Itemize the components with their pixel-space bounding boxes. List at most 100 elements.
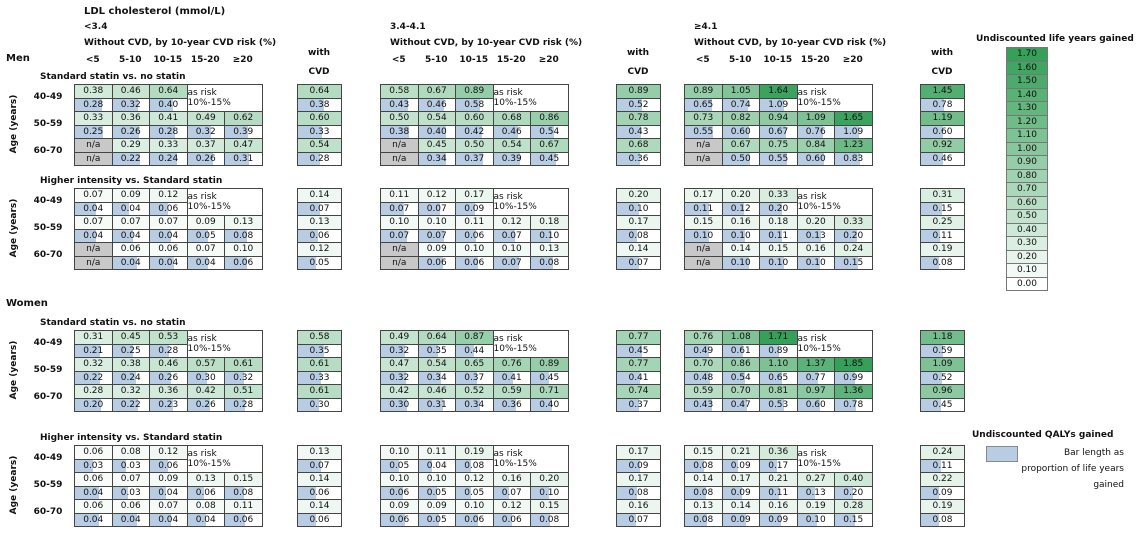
table-cell: 0.09 [186, 215, 225, 230]
table-cell: 0.20 [834, 228, 873, 243]
table-cell: 0.15 [759, 242, 798, 257]
table-cell: 0.08 [684, 512, 723, 527]
table-cell: 0.08 [616, 228, 661, 243]
qaly-bar [298, 371, 322, 384]
cell-value: 0.59 [693, 386, 714, 397]
qaly-bar [112, 486, 129, 499]
cell-value: 0.42 [464, 126, 485, 137]
qaly-bar [685, 513, 708, 526]
age-label: 50-59 [33, 222, 63, 233]
cell-value: 0.89 [628, 86, 649, 97]
qaly-bar [685, 344, 709, 357]
qaly-bar [921, 344, 943, 357]
table-cell: 0.60 [721, 124, 760, 139]
table-cell: 0.77 [796, 370, 835, 385]
cell-value: 0.59 [501, 386, 522, 397]
legend-value: 1.70 [1016, 49, 1038, 60]
cell-value: 0.15 [843, 257, 864, 268]
qaly-bar [617, 229, 638, 242]
cell-value: 0.06 [309, 487, 330, 498]
cell-value: n/a [86, 153, 101, 164]
qaly-bar [617, 125, 641, 138]
cell-value: 0.06 [389, 514, 410, 525]
cell-value: 0.07 [309, 460, 330, 471]
cell-value: 0.07 [158, 217, 179, 228]
age-axis-label: Age (years) [9, 198, 19, 257]
cell-value: 0.15 [843, 514, 864, 525]
qaly-bar [617, 459, 640, 472]
cell-value: 0.52 [628, 99, 649, 110]
cell-value: 0.26 [120, 126, 141, 137]
age-label: 50-59 [33, 118, 63, 129]
table-cell: 0.31 [417, 397, 456, 412]
table-cell: 0.10 [417, 215, 456, 230]
table-cell: 0.20 [759, 201, 798, 216]
qaly-bar [722, 513, 746, 526]
cell-value: 0.15 [768, 244, 789, 255]
qaly-bar [225, 371, 245, 384]
table-cell: 0.65 [759, 370, 798, 385]
table-cell: 0.28 [149, 343, 188, 358]
cell-value: 0.04 [120, 230, 141, 241]
cell-value: 0.06 [83, 501, 104, 512]
table-cell: 0.30 [186, 370, 225, 385]
table-cell: 0.73 [684, 111, 723, 126]
cell-value: 0.33 [309, 126, 330, 137]
table-cell: 0.14 [297, 472, 342, 487]
qaly-bar [112, 202, 129, 215]
qaly-bar [722, 125, 750, 138]
table-cell: 0.38 [297, 97, 342, 112]
table-cell: 0.08 [530, 512, 569, 527]
qaly-bar [921, 125, 943, 138]
cell-value: 0.12 [501, 217, 522, 228]
age-label: 60-70 [33, 506, 63, 517]
qaly-bar [531, 256, 554, 269]
cell-value: 0.14 [309, 474, 330, 485]
table-cell: 0.26 [111, 124, 150, 139]
table-cell: 0.07 [149, 215, 188, 230]
table-cell: 0.14 [297, 499, 342, 514]
merged-text: as risk 10%-15% [187, 192, 231, 212]
cell-value: 0.09 [730, 514, 751, 525]
cell-value: 0.84 [805, 140, 826, 151]
cell-value: 0.52 [464, 386, 485, 397]
cell-value: 0.07 [501, 487, 522, 498]
qaly-bar [617, 398, 639, 411]
legend-value: 1.20 [1016, 116, 1038, 127]
table-cell: 0.94 [759, 111, 798, 126]
qaly-bar [797, 125, 823, 138]
cell-value: 0.36 [120, 113, 141, 124]
cell-value: 0.60 [730, 126, 751, 137]
table-cell: 0.12 [455, 472, 494, 487]
qaly-bar [150, 459, 169, 472]
table-cell: 0.11 [920, 458, 965, 473]
cell-value: 0.04 [83, 487, 104, 498]
table-cell: 0.52 [920, 370, 965, 385]
column-header: 10-15 [763, 55, 793, 65]
cell-value: 0.30 [195, 372, 216, 383]
cell-value: 0.04 [158, 257, 179, 268]
legend-value: 0.60 [1016, 197, 1038, 208]
age-axis-label: Age (years) [9, 94, 19, 153]
table-cell: 0.10 [455, 242, 494, 257]
qaly-bar [760, 459, 778, 472]
cell-value: 0.14 [730, 244, 751, 255]
cell-value: 1.09 [932, 359, 953, 370]
cell-value: 0.05 [464, 487, 485, 498]
table-cell: 0.09 [380, 499, 419, 514]
cell-value: 0.21 [768, 474, 789, 485]
cell-value: 0.13 [805, 230, 826, 241]
qaly-bar [921, 398, 942, 411]
cell-value: 0.11 [932, 230, 953, 241]
cell-value: 0.60 [309, 113, 330, 124]
cell-value: 0.13 [539, 244, 560, 255]
cell-value: 0.08 [628, 230, 649, 241]
merged-text: as risk 10%-15% [493, 192, 537, 212]
table-cell: 0.22 [920, 472, 965, 487]
cell-value: 0.33 [309, 372, 330, 383]
age-label: 60-70 [33, 249, 63, 260]
cell-value: 0.61 [309, 386, 330, 397]
table-cell: 0.07 [380, 201, 419, 216]
cell-value: 0.09 [426, 244, 447, 255]
table-cell: 0.06 [455, 228, 494, 243]
